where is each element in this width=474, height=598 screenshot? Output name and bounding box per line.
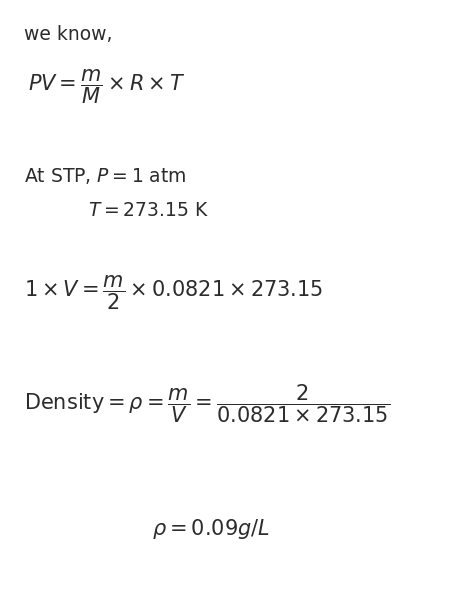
Text: we know,: we know, <box>24 25 112 44</box>
Text: $1 \times V = \dfrac{m}{2} \times 0.0821 \times 273.15$: $1 \times V = \dfrac{m}{2} \times 0.0821… <box>24 274 323 312</box>
Text: At STP, $P = 1$ atm: At STP, $P = 1$ atm <box>24 166 186 187</box>
Text: $\mathrm{Density} = \rho = \dfrac{m}{V} = \dfrac{2}{0.0821 \times 273.15}$: $\mathrm{Density} = \rho = \dfrac{m}{V} … <box>24 382 390 425</box>
Text: $T = 273.15$ K: $T = 273.15$ K <box>88 201 209 220</box>
Text: $\rho = 0.09g/L$: $\rho = 0.09g/L$ <box>152 517 270 541</box>
Text: $PV = \dfrac{m}{M} \times R \times T$: $PV = \dfrac{m}{M} \times R \times T$ <box>28 68 186 106</box>
